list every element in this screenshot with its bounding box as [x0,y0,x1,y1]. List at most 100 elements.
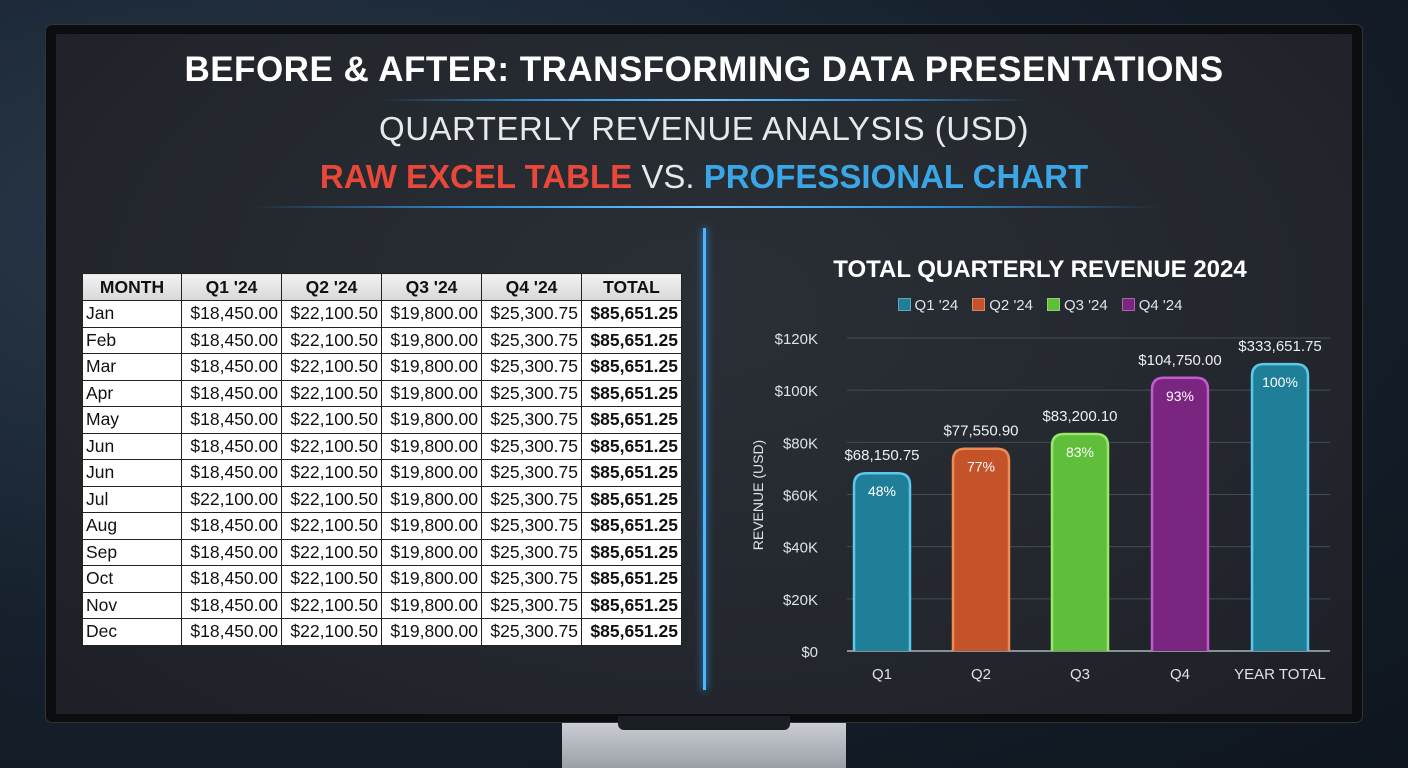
value-cell: $25,300.75 [481,512,582,540]
y-tick-label: $100K [775,383,818,400]
column-header: Q2 '24 [281,273,382,301]
bar [951,447,1011,651]
value-cell: $25,300.75 [481,326,582,354]
legend-label: Q2 '24 [989,297,1033,314]
month-cell: Dec [82,618,182,646]
total-cell: $85,651.25 [581,512,682,540]
value-cell: $18,450.00 [181,379,282,407]
table-header-row: MONTH Q1 '24 Q2 '24 Q3 '24 Q4 '24 TOTAL [82,273,682,301]
bar-value-label: $333,651.75 [1238,338,1321,355]
legend-item: Q3 '24 [1047,297,1108,314]
value-cell: $18,450.00 [181,538,282,566]
x-tick-label: Q4 [1170,666,1190,683]
bar-percent-label: 48% [868,483,896,499]
total-cell: $85,651.25 [581,379,682,407]
total-cell: $85,651.25 [581,485,682,513]
value-cell: $18,450.00 [181,353,282,381]
total-cell: $85,651.25 [581,538,682,566]
total-cell: $85,651.25 [581,432,682,460]
table-row: Nov $18,450.00 $22,100.50 $19,800.00 $25,300… [82,591,682,619]
value-cell: $25,300.75 [481,618,582,646]
chart-title: TOTAL QUARTERLY REVENUE 2024 [833,256,1247,283]
value-cell: $25,300.75 [481,485,582,513]
x-tick-label: Q3 [1070,666,1090,683]
value-cell: $18,450.00 [181,618,282,646]
legend-swatch [1047,298,1060,311]
legend-swatch [972,298,986,311]
legend-swatch [1121,298,1135,311]
value-cell: $22,100.50 [281,300,382,328]
value-cell: $18,450.00 [181,300,282,328]
value-cell: $18,450.00 [181,565,282,593]
value-cell: $25,300.75 [481,432,582,460]
bar-percent-label: 100% [1262,374,1298,390]
value-cell: $25,300.75 [481,379,582,407]
total-cell: $85,651.25 [581,406,682,434]
table-row: Oct $18,450.00 $22,100.50 $19,800.00 $25,300… [82,565,682,593]
table-row: Jul $22,100.00 $22,100.50 $19,800.00 $25,300… [82,485,682,513]
value-cell: $18,450.00 [181,326,282,354]
value-cell: $19,800.00 [381,485,482,513]
title-divider [380,99,1030,101]
y-tick-label: $80K [783,435,818,452]
comparison-heading: RAW EXCEL TABLE VS. PROFESSIONAL CHART [0,158,1408,196]
y-tick-label: $120K [775,331,818,348]
table-row: Jan $18,450.00 $22,100.50 $19,800.00 $25,300… [82,300,682,328]
raw-excel-table: MONTH Q1 '24 Q2 '24 Q3 '24 Q4 '24 TOTAL Jan $1… [82,273,682,646]
compare-left: RAW EXCEL TABLE [319,158,633,195]
table-row: Dec $18,450.00 $22,100.50 $19,800.00 $25,300… [82,618,682,646]
bar-value-label: $104,750.00 [1138,352,1221,369]
legend-item: Q1 '24 [897,297,959,314]
y-tick-label: $40K [783,540,818,557]
legend-label: Q1 '24 [914,297,959,314]
slide-title: BEFORE & AFTER: TRANSFORMING DATA PRESEN… [184,50,1224,89]
y-axis-label: REVENUE (USD) [750,440,766,550]
legend-label: Q4 '24 [1138,297,1183,314]
legend-swatch [897,298,911,311]
value-cell: $25,300.75 [481,459,582,487]
y-tick-label: $20K [783,592,818,609]
bar [852,471,912,651]
legend-item: Q2 '24 [972,297,1033,314]
bar-percent-label: 93% [1166,388,1194,404]
slide-subtitle: QUARTERLY REVENUE ANALYSIS (USD) [379,110,1029,147]
table-row: Feb $18,450.00 $22,100.50 $19,800.00 $25,300… [82,326,682,354]
x-tick-label: YEAR TOTAL [1234,666,1326,683]
table-row: May $18,450.00 $22,100.50 $19,800.00 $25,300… [82,406,682,434]
value-cell: $25,300.75 [481,591,582,619]
value-cell: $22,100.50 [281,591,382,619]
value-cell: $18,450.00 [181,432,282,460]
value-cell: $19,800.00 [381,406,482,434]
bar-value-label: $68,150.75 [844,447,919,464]
value-cell: $22,100.50 [281,565,382,593]
bar-value-label: $77,550.90 [943,423,1018,440]
value-cell: $25,300.75 [481,353,582,381]
value-cell: $18,450.00 [181,406,282,434]
bar [1150,376,1210,651]
column-header: Q1 '24 [181,273,282,301]
bar-percent-label: 77% [967,459,995,475]
section-divider [703,228,706,690]
month-cell: Feb [82,326,182,354]
column-header: Q4 '24 [481,273,582,301]
month-cell: Jul [82,485,182,513]
value-cell: $25,300.75 [481,565,582,593]
total-cell: $85,651.25 [581,591,682,619]
value-cell: $22,100.50 [281,512,382,540]
value-cell: $18,450.00 [181,459,282,487]
total-cell: $85,651.25 [581,618,682,646]
table-row: Apr $18,450.00 $22,100.50 $19,800.00 $25,300… [82,379,682,407]
legend-label: Q3 '24 [1064,297,1108,314]
column-header: TOTAL [581,273,682,301]
monitor-chin [618,716,790,730]
total-cell: $85,651.25 [581,565,682,593]
bar-value-label: $83,200.10 [1042,408,1117,425]
chart-legend: Q1 '24 Q2 '24 Q3 '24 Q4 '24 [740,297,1340,314]
value-cell: $22,100.50 [281,432,382,460]
value-cell: $18,450.00 [181,512,282,540]
value-cell: $25,300.75 [481,406,582,434]
value-cell: $19,800.00 [381,379,482,407]
compare-right: PROFESSIONAL CHART [703,158,1089,195]
table-row: Jun $18,450.00 $22,100.50 $19,800.00 $25,300… [82,432,682,460]
